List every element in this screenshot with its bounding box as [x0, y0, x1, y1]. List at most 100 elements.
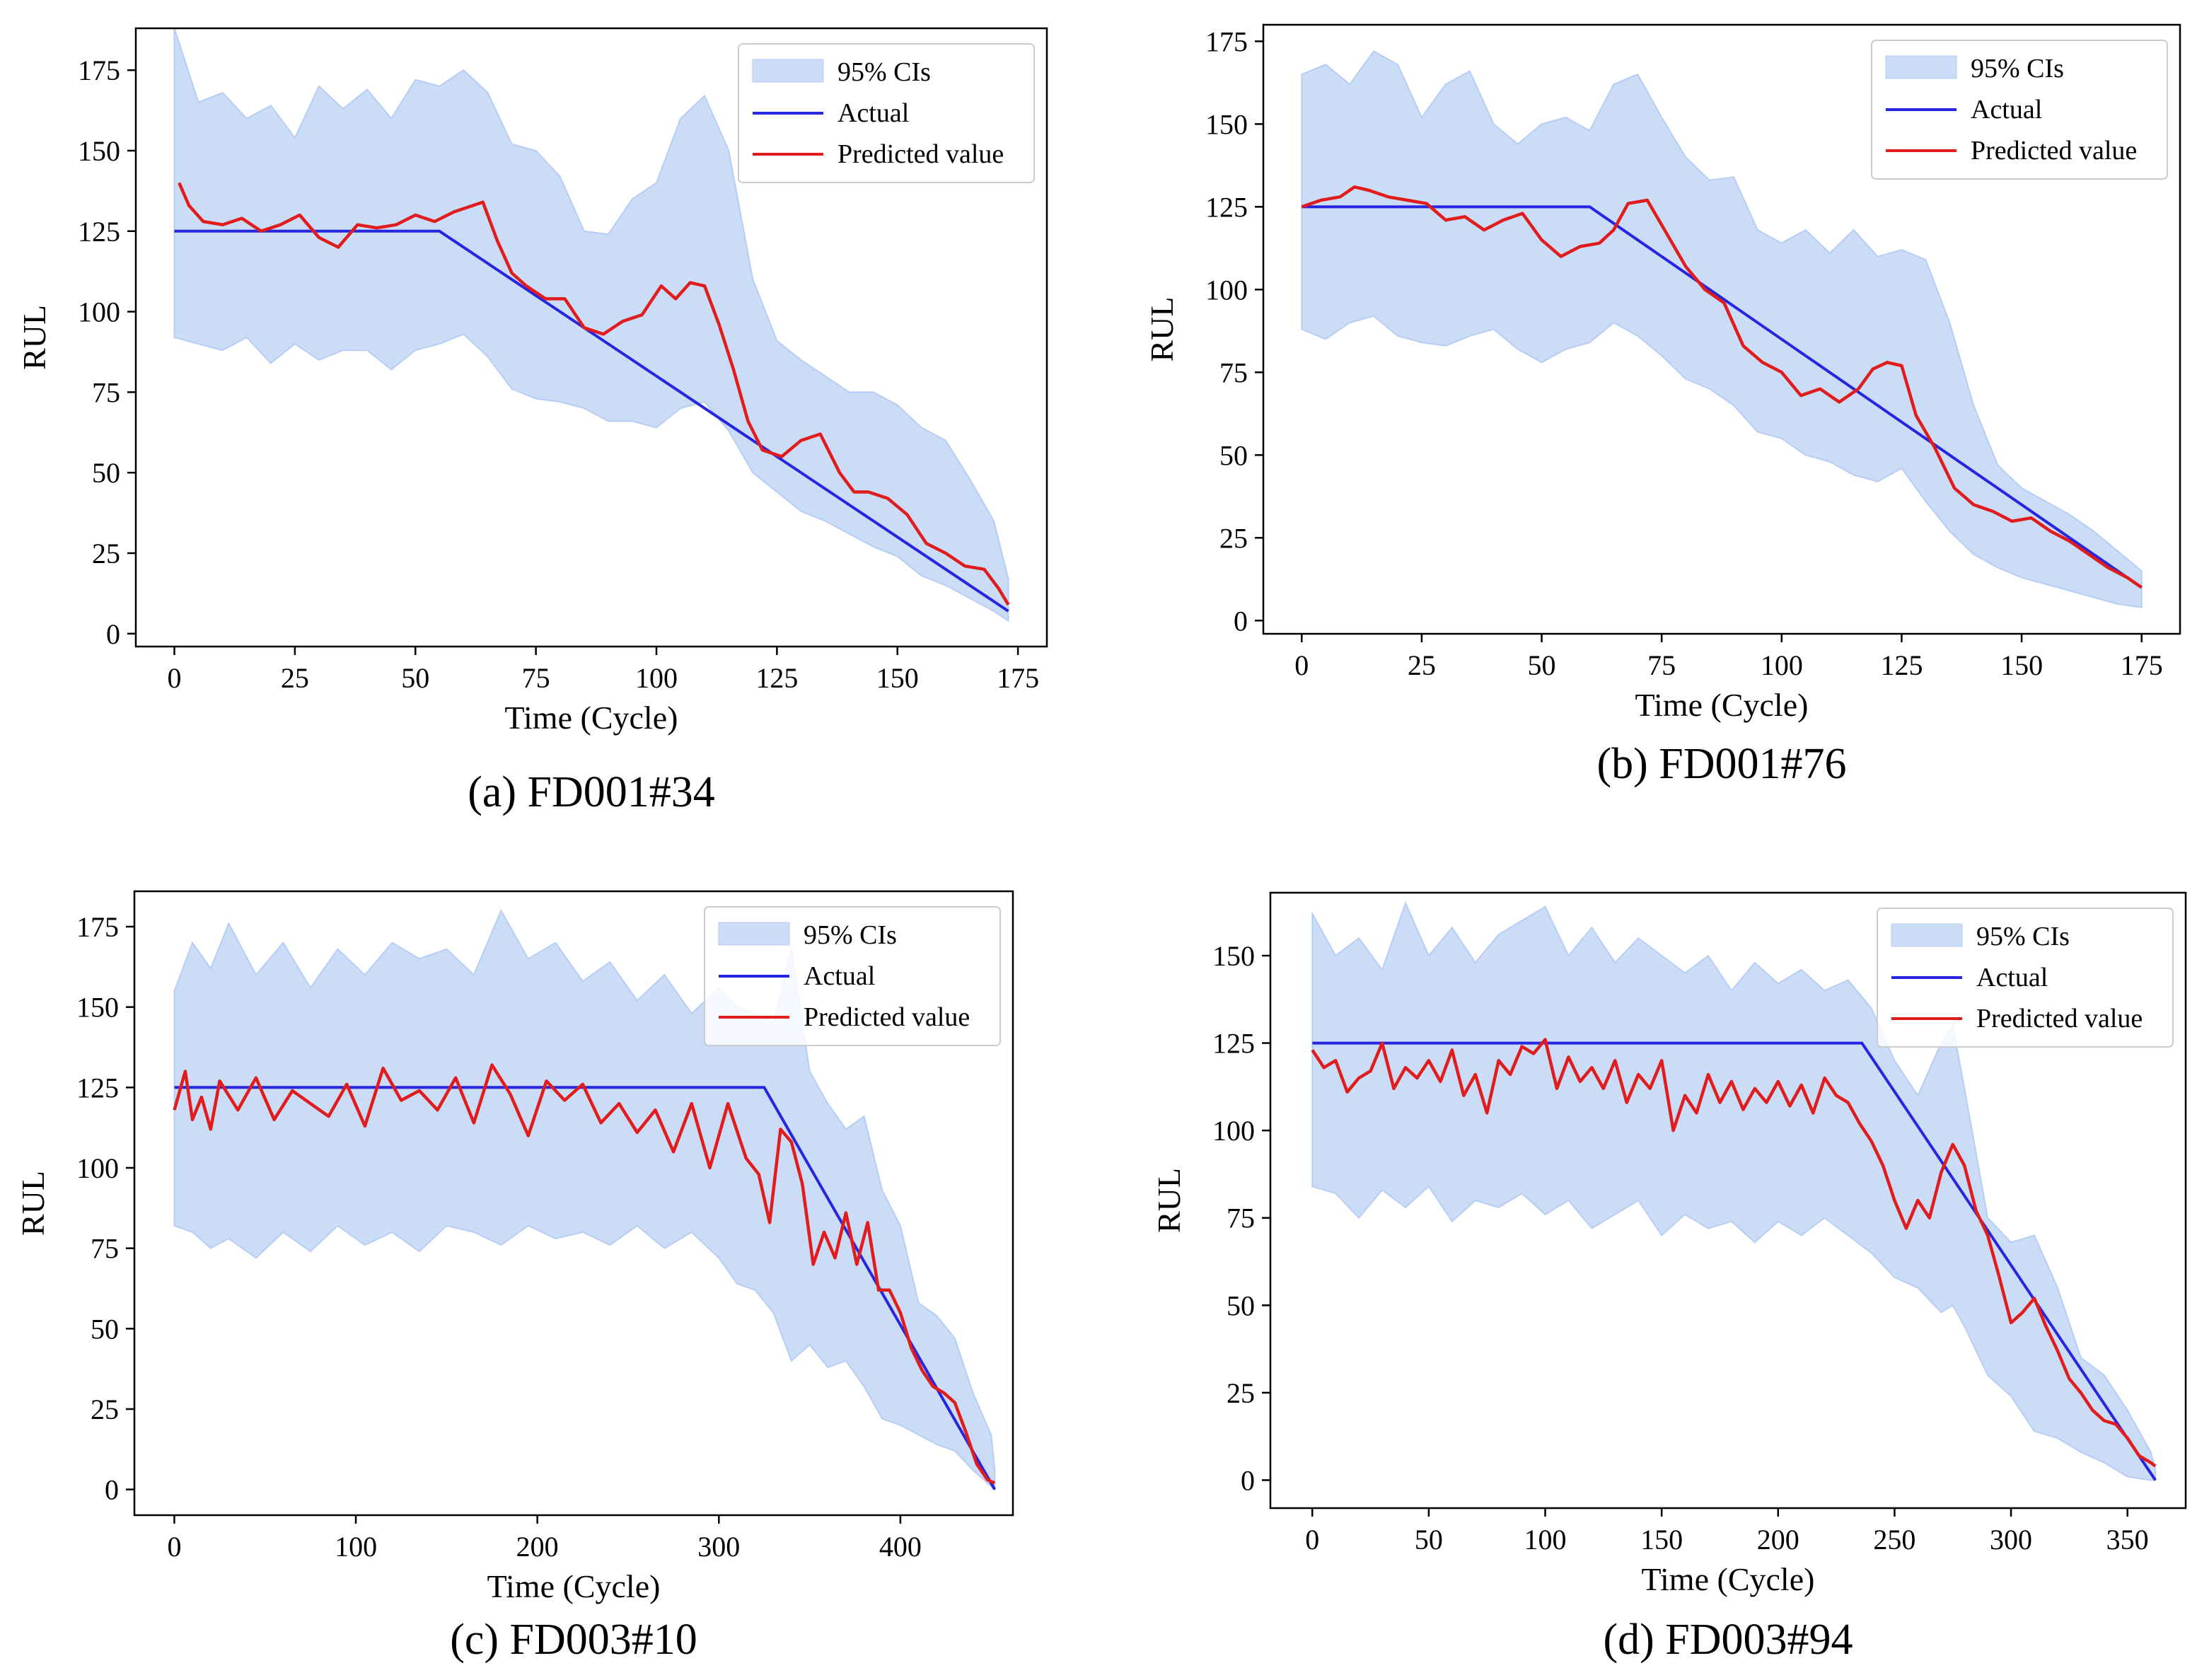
ci-band-layer — [1301, 50, 2143, 608]
actual-line-layer — [1302, 205, 2143, 589]
y-tick-label: 125 — [1212, 1028, 1255, 1060]
x-axis-label: Time (Cycle) — [487, 1568, 661, 1604]
y-tick-label: 100 — [76, 1152, 119, 1184]
x-tick-label: 400 — [879, 1531, 922, 1563]
legend-label-actual: Actual — [1971, 95, 2042, 124]
y-tick-label: 50 — [92, 457, 120, 489]
plot-frame — [1262, 23, 2181, 635]
x-tick-label: 100 — [1761, 649, 1803, 681]
legend: 95% CIs Actual Predicted value — [1877, 908, 2174, 1048]
legend-ci-swatch — [1885, 55, 1957, 79]
x-tick-label: 300 — [1990, 1524, 2032, 1556]
legend-ci-swatch — [1891, 923, 1963, 947]
x-tick-label: 300 — [697, 1531, 740, 1563]
x-tick-label: 75 — [1647, 649, 1676, 681]
x-tick-label: 50 — [1528, 649, 1556, 681]
y-tick-label: 0 — [106, 618, 120, 650]
y-tick-label: 75 — [1219, 357, 1248, 388]
y-tick-label: 100 — [1212, 1115, 1255, 1147]
y-tick-label: 75 — [92, 376, 120, 408]
y-tick-label: 150 — [1205, 108, 1248, 140]
predicted-line — [173, 1063, 996, 1485]
x-tick-label: 25 — [1408, 649, 1436, 681]
legend-label-actual: Actual — [804, 961, 875, 991]
y-tick-label: 25 — [1227, 1377, 1255, 1409]
chart-panel-d: 0 50 100 150 200 250 300 350 0 25 50 75 100 125 150 Ti… — [1151, 891, 2187, 1664]
y-tick-label: 50 — [1219, 439, 1248, 471]
x-tick-label: 125 — [755, 662, 798, 694]
legend-label-predicted: Predicted value — [1971, 136, 2137, 166]
plot-frame — [1269, 891, 2187, 1510]
y-tick-label: 175 — [78, 54, 120, 86]
x-tick-label: 75 — [522, 662, 550, 694]
y-tick-label: 150 — [76, 992, 119, 1024]
x-tick-label: 200 — [516, 1531, 559, 1563]
predicted-line-layer — [178, 182, 1010, 606]
y-tick-label: 25 — [1219, 522, 1248, 554]
legend-label-actual: Actual — [1976, 963, 2048, 992]
tick-layer: 0 50 100 150 200 250 300 350 0 25 50 75 100 125 150 — [1212, 940, 2149, 1556]
y-tick-label: 100 — [1205, 274, 1248, 306]
x-tick-label: 0 — [1294, 649, 1309, 681]
x-axis-label: Time (Cycle) — [505, 700, 678, 736]
predicted-line — [1311, 1038, 2157, 1468]
tick-layer: 0 25 50 75 100 125 150 175 0 25 50 75 100 125 150 175 — [1205, 25, 2163, 681]
y-tick-label: 75 — [1227, 1203, 1255, 1234]
tick-layer: 0 25 50 75 100 125 150 175 0 25 50 75 100 125 150 175 — [78, 54, 1039, 694]
caption: (c) FD003#10 — [450, 1616, 697, 1664]
x-tick-label: 100 — [1524, 1524, 1567, 1556]
x-tick-label: 175 — [2121, 649, 2163, 681]
x-tick-label: 25 — [281, 662, 309, 694]
x-axis-label: Time (Cycle) — [1642, 1561, 1815, 1597]
y-tick-label: 50 — [91, 1313, 119, 1345]
x-tick-label: 100 — [335, 1531, 377, 1563]
y-tick-label: 175 — [76, 911, 119, 943]
x-axis-label: Time (Cycle) — [1635, 687, 1809, 723]
y-tick-label: 75 — [91, 1233, 119, 1265]
predicted-line-layer — [1311, 1038, 2157, 1468]
legend-label-ci: 95% CIs — [1971, 54, 2064, 83]
actual-line-layer — [1312, 1041, 2157, 1481]
x-tick-label: 50 — [401, 662, 429, 694]
actual-line — [1302, 205, 2143, 589]
y-tick-label: 150 — [1212, 940, 1255, 972]
y-tick-label: 175 — [1205, 25, 1248, 57]
legend-label-actual: Actual — [837, 98, 909, 128]
chart-panel-c: 0 100 200 300 400 0 25 50 75 100 125 150 175 Time (C… — [15, 890, 1014, 1664]
x-tick-label: 0 — [1305, 1524, 1319, 1556]
caption: (a) FD001#34 — [468, 768, 715, 816]
x-tick-label: 125 — [1880, 649, 1923, 681]
legend: 95% CIs Actual Predicted value — [704, 906, 1001, 1046]
caption: (d) FD003#94 — [1603, 1616, 1853, 1664]
tick-layer: 0 100 200 300 400 0 25 50 75 100 125 150 175 — [76, 911, 922, 1563]
plot-frame — [134, 27, 1048, 648]
y-tick-label: 0 — [105, 1474, 119, 1506]
predicted-line-layer — [1301, 185, 2143, 589]
legend: 95% CIs Actual Predicted value — [1871, 40, 2168, 180]
chart-panel-b: 0 25 50 75 100 125 150 175 0 25 50 75 100 125 150 175 T… — [1144, 23, 2181, 788]
legend-ci-swatch — [752, 59, 824, 83]
actual-line-layer — [174, 1086, 997, 1490]
x-tick-label: 0 — [168, 662, 182, 694]
x-tick-label: 150 — [1640, 1524, 1683, 1556]
x-tick-label: 200 — [1757, 1524, 1799, 1556]
actual-line — [1312, 1041, 2157, 1481]
x-tick-label: 175 — [997, 662, 1039, 694]
y-axis-label: RUL — [1144, 297, 1180, 362]
x-tick-label: 50 — [1415, 1524, 1443, 1556]
caption: (b) FD001#76 — [1596, 740, 1846, 788]
legend-label-ci: 95% CIs — [804, 920, 897, 950]
y-tick-label: 25 — [91, 1394, 119, 1425]
y-tick-label: 0 — [1241, 1464, 1255, 1496]
legend-label-predicted: Predicted value — [1976, 1004, 2143, 1033]
legend-label-predicted: Predicted value — [804, 1002, 970, 1032]
legend-label-ci: 95% CIs — [1976, 922, 2070, 951]
y-axis-label: RUL — [16, 305, 52, 370]
y-axis-label: RUL — [15, 1171, 51, 1236]
y-tick-label: 0 — [1234, 605, 1248, 637]
legend-ci-swatch — [718, 922, 790, 946]
x-tick-label: 250 — [1873, 1524, 1915, 1556]
legend-label-ci: 95% CIs — [837, 57, 931, 87]
y-tick-label: 25 — [92, 538, 120, 569]
